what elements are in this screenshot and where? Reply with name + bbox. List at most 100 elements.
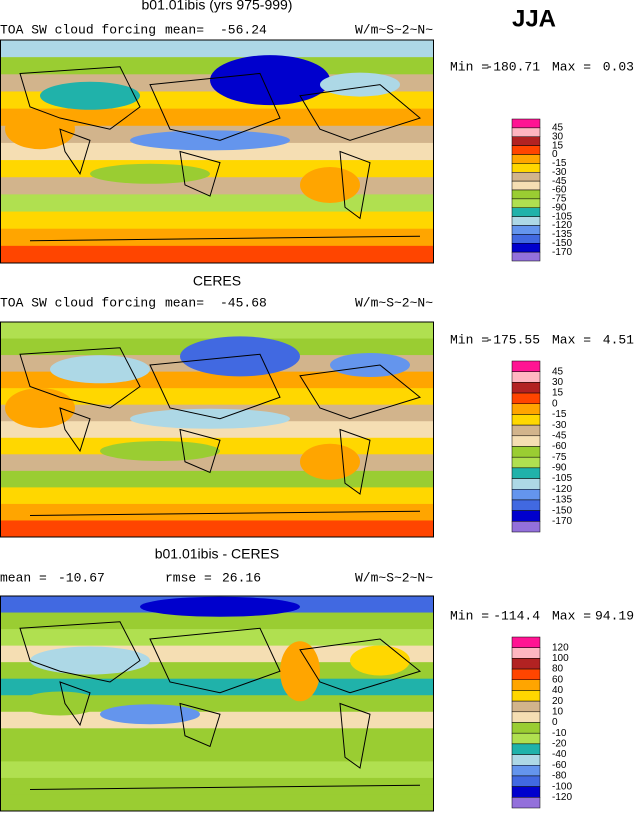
coastline <box>339 428 371 495</box>
colorbar-box <box>511 435 541 447</box>
colorbar-label: -40 <box>552 749 567 760</box>
colorbar-box <box>511 446 541 458</box>
colorbar-box <box>511 478 541 490</box>
rmse-label: rmse = <box>165 570 212 585</box>
panel-title: b01.01ibis (yrs 975-999) <box>142 0 293 13</box>
max-value: 94.19 <box>595 608 634 623</box>
map-band <box>0 695 433 713</box>
map-band <box>0 40 433 58</box>
map-band <box>0 728 433 746</box>
colorbar-label: -15 <box>552 158 567 169</box>
map-band <box>0 322 433 340</box>
map-band <box>0 421 433 439</box>
colorbar-label: -170 <box>552 247 572 258</box>
coastline <box>59 407 91 453</box>
colorbar-box <box>511 700 541 713</box>
map-region <box>5 388 75 428</box>
coastline <box>19 66 141 130</box>
colorbar-label: -75 <box>552 194 567 205</box>
colorbar-box <box>511 658 541 670</box>
colorbar-box <box>511 234 541 244</box>
map-region <box>280 641 320 702</box>
colorbar-label: 30 <box>552 131 564 142</box>
colorbar-label: -135 <box>552 495 572 506</box>
colorbar-box <box>511 216 541 226</box>
map-region <box>100 704 200 725</box>
colorbar-box <box>511 765 541 777</box>
min-label: Min = <box>450 332 489 347</box>
colorbar-box <box>511 499 541 511</box>
map-frame <box>0 39 434 264</box>
colorbar-box <box>511 775 541 787</box>
colorbar-box <box>511 521 541 533</box>
colorbar-box <box>511 636 541 648</box>
colorbar-box <box>511 127 541 137</box>
map-band <box>0 470 433 488</box>
subtitle: TOA SW cloud forcing <box>0 295 156 310</box>
colorbar-label: -60 <box>552 760 567 771</box>
units: W/m~S~2~N~ <box>355 570 433 585</box>
colorbar-label: -90 <box>552 463 567 474</box>
colorbar-label: 30 <box>552 377 564 388</box>
map-band <box>0 678 433 696</box>
colorbar-label: 0 <box>552 149 558 160</box>
max-value: 4.51 <box>603 332 634 347</box>
coastline <box>339 702 371 769</box>
colorbar-label: -45 <box>552 176 567 187</box>
map-region <box>40 81 140 110</box>
colorbar-label: 0 <box>552 717 558 728</box>
colorbar-box <box>511 456 541 469</box>
colorbar-box <box>511 403 541 415</box>
min-value: -114.4 <box>493 608 540 623</box>
coastline <box>299 364 422 420</box>
max-label: Max = <box>552 332 591 347</box>
colorbar-box <box>511 180 541 191</box>
colorbar-box <box>511 743 541 755</box>
max-label: Max = <box>552 608 591 623</box>
colorbar-label: -45 <box>552 430 567 441</box>
map-band <box>0 108 433 127</box>
coastline <box>149 353 281 420</box>
colorbar-box <box>511 797 541 809</box>
colorbar-label: -60 <box>552 185 567 196</box>
map-region <box>130 408 290 429</box>
colorbar-box <box>511 136 541 146</box>
colorbar-box <box>511 510 541 522</box>
colorbar-label: 45 <box>552 123 564 134</box>
colorbar-label: -120 <box>552 792 572 803</box>
map <box>0 595 434 812</box>
min-value: -175.55 <box>485 332 540 347</box>
coastline <box>29 510 421 516</box>
colorbar-label: -20 <box>552 739 567 750</box>
colorbar-box <box>511 489 541 501</box>
map <box>0 321 434 538</box>
colorbar-label: -10 <box>552 728 567 739</box>
mean-label: mean= <box>165 295 204 310</box>
colorbar-label: -150 <box>552 238 572 249</box>
map-band <box>0 629 433 647</box>
map-region <box>30 646 150 675</box>
map-region <box>210 55 330 106</box>
colorbar-box <box>511 145 541 155</box>
colorbar-label: -90 <box>552 202 567 213</box>
min-label: Min = <box>450 59 489 74</box>
colorbar-box <box>511 198 541 208</box>
coastline <box>59 128 91 175</box>
season: JJA <box>512 5 556 32</box>
min-label: Min = <box>450 608 489 623</box>
colorbar-label: -120 <box>552 484 572 495</box>
colorbar-label: 45 <box>552 366 564 377</box>
map-region <box>20 691 100 716</box>
mean-value: -10.67 <box>58 570 105 585</box>
map-region <box>320 72 400 97</box>
coastline <box>179 150 221 197</box>
map-band <box>0 211 433 230</box>
colorbar-box <box>511 786 541 798</box>
colorbar-box <box>511 392 541 404</box>
colorbar-box <box>511 207 541 217</box>
colorbar-label: -170 <box>552 516 572 527</box>
colorbar-box <box>511 732 541 745</box>
colorbar-label: 15 <box>552 140 564 151</box>
mean-value: -45.68 <box>220 295 267 310</box>
